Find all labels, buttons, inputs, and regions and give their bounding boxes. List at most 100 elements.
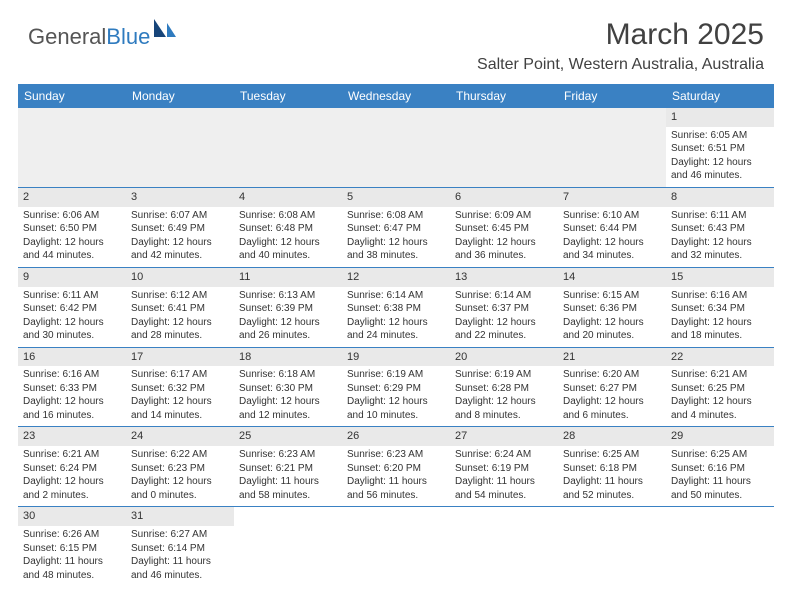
day-cell [558, 507, 666, 586]
weekday-header: Monday [126, 84, 234, 108]
daylight-text: Daylight: 12 hours [455, 316, 553, 330]
title-block: March 2025 Salter Point, Western Austral… [477, 18, 764, 74]
daylight-text: and 40 minutes. [239, 249, 337, 263]
sunset-text: Sunset: 6:47 PM [347, 222, 445, 236]
weeks-container: 1Sunrise: 6:05 AMSunset: 6:51 PMDaylight… [18, 108, 774, 586]
day-number: 7 [558, 188, 666, 207]
sunrise-text: Sunrise: 6:25 AM [563, 448, 661, 462]
sunrise-text: Sunrise: 6:26 AM [23, 528, 121, 542]
day-cell: 5Sunrise: 6:08 AMSunset: 6:47 PMDaylight… [342, 188, 450, 267]
daylight-text: Daylight: 12 hours [131, 475, 229, 489]
day-cell: 30Sunrise: 6:26 AMSunset: 6:15 PMDayligh… [18, 507, 126, 586]
daylight-text: Daylight: 12 hours [347, 395, 445, 409]
day-cell: 9Sunrise: 6:11 AMSunset: 6:42 PMDaylight… [18, 268, 126, 347]
day-number: 18 [234, 348, 342, 367]
sunset-text: Sunset: 6:21 PM [239, 462, 337, 476]
daylight-text: Daylight: 12 hours [239, 316, 337, 330]
day-number: 8 [666, 188, 774, 207]
day-number: 25 [234, 427, 342, 446]
day-number: 10 [126, 268, 234, 287]
day-number: 5 [342, 188, 450, 207]
day-number: 3 [126, 188, 234, 207]
sunset-text: Sunset: 6:44 PM [563, 222, 661, 236]
day-cell: 6Sunrise: 6:09 AMSunset: 6:45 PMDaylight… [450, 188, 558, 267]
day-cell [342, 108, 450, 187]
day-cell [558, 108, 666, 187]
day-number: 16 [18, 348, 126, 367]
weekday-header: Friday [558, 84, 666, 108]
sunrise-text: Sunrise: 6:21 AM [23, 448, 121, 462]
week-row: 16Sunrise: 6:16 AMSunset: 6:33 PMDayligh… [18, 348, 774, 428]
daylight-text: and 2 minutes. [23, 489, 121, 503]
day-number: 17 [126, 348, 234, 367]
sunset-text: Sunset: 6:42 PM [23, 302, 121, 316]
sunrise-text: Sunrise: 6:23 AM [347, 448, 445, 462]
daylight-text: Daylight: 11 hours [347, 475, 445, 489]
day-cell: 3Sunrise: 6:07 AMSunset: 6:49 PMDaylight… [126, 188, 234, 267]
daylight-text: Daylight: 12 hours [23, 475, 121, 489]
daylight-text: Daylight: 11 hours [455, 475, 553, 489]
sunrise-text: Sunrise: 6:21 AM [671, 368, 769, 382]
daylight-text: and 46 minutes. [671, 169, 769, 183]
daylight-text: Daylight: 11 hours [671, 475, 769, 489]
day-cell: 21Sunrise: 6:20 AMSunset: 6:27 PMDayligh… [558, 348, 666, 427]
week-row: 2Sunrise: 6:06 AMSunset: 6:50 PMDaylight… [18, 188, 774, 268]
sunset-text: Sunset: 6:43 PM [671, 222, 769, 236]
daylight-text: and 46 minutes. [131, 569, 229, 583]
header: GeneralBlue March 2025 Salter Point, Wes… [0, 0, 792, 78]
day-cell: 14Sunrise: 6:15 AMSunset: 6:36 PMDayligh… [558, 268, 666, 347]
sunset-text: Sunset: 6:38 PM [347, 302, 445, 316]
day-cell [666, 507, 774, 586]
day-number: 1 [666, 108, 774, 127]
day-cell [234, 108, 342, 187]
sunset-text: Sunset: 6:16 PM [671, 462, 769, 476]
sunrise-text: Sunrise: 6:08 AM [239, 209, 337, 223]
daylight-text: Daylight: 12 hours [671, 316, 769, 330]
sunrise-text: Sunrise: 6:11 AM [23, 289, 121, 303]
day-cell [450, 108, 558, 187]
weekday-header: Saturday [666, 84, 774, 108]
day-cell: 4Sunrise: 6:08 AMSunset: 6:48 PMDaylight… [234, 188, 342, 267]
sunrise-text: Sunrise: 6:07 AM [131, 209, 229, 223]
day-number: 9 [18, 268, 126, 287]
daylight-text: Daylight: 12 hours [671, 395, 769, 409]
daylight-text: Daylight: 12 hours [455, 395, 553, 409]
sunrise-text: Sunrise: 6:14 AM [455, 289, 553, 303]
day-cell: 10Sunrise: 6:12 AMSunset: 6:41 PMDayligh… [126, 268, 234, 347]
sunset-text: Sunset: 6:23 PM [131, 462, 229, 476]
sunset-text: Sunset: 6:30 PM [239, 382, 337, 396]
sunrise-text: Sunrise: 6:25 AM [671, 448, 769, 462]
daylight-text: Daylight: 12 hours [563, 316, 661, 330]
daylight-text: Daylight: 12 hours [671, 236, 769, 250]
week-row: 9 Sunrise: 6:11 AMSunset: 6:42 PM Daylight… [18, 268, 774, 348]
day-number: 15 [666, 268, 774, 287]
sunrise-text: Sunrise: 6:22 AM [131, 448, 229, 462]
location-label: Salter Point, Western Australia, Austral… [477, 56, 764, 74]
daylight-text: and 52 minutes. [563, 489, 661, 503]
daylight-text: and 0 minutes. [131, 489, 229, 503]
sunset-text: Sunset: 6:18 PM [563, 462, 661, 476]
sunrise-text: Sunrise: 6:17 AM [131, 368, 229, 382]
sunset-text: Sunset: 6:25 PM [671, 382, 769, 396]
logo-text-blue: Blue [106, 24, 150, 50]
sunrise-text: Sunrise: 6:12 AM [131, 289, 229, 303]
day-cell [234, 507, 342, 586]
daylight-text: and 10 minutes. [347, 409, 445, 423]
sunset-text: Sunset: 6:14 PM [131, 542, 229, 556]
daylight-text: and 42 minutes. [131, 249, 229, 263]
sunset-text: Sunset: 6:39 PM [239, 302, 337, 316]
sunrise-text: Sunrise: 6:16 AM [671, 289, 769, 303]
daylight-text: and 22 minutes. [455, 329, 553, 343]
daylight-text: and 48 minutes. [23, 569, 121, 583]
sunset-text: Sunset: 6:49 PM [131, 222, 229, 236]
daylight-text: Daylight: 11 hours [23, 555, 121, 569]
sunrise-text: Sunrise: 6:18 AM [239, 368, 337, 382]
daylight-text: Daylight: 12 hours [239, 395, 337, 409]
daylight-text: and 54 minutes. [455, 489, 553, 503]
sunset-text: Sunset: 6:36 PM [563, 302, 661, 316]
daylight-text: and 32 minutes. [671, 249, 769, 263]
daylight-text: Daylight: 12 hours [347, 236, 445, 250]
daylight-text: and 14 minutes. [131, 409, 229, 423]
weekday-header: Sunday [18, 84, 126, 108]
day-number: 28 [558, 427, 666, 446]
